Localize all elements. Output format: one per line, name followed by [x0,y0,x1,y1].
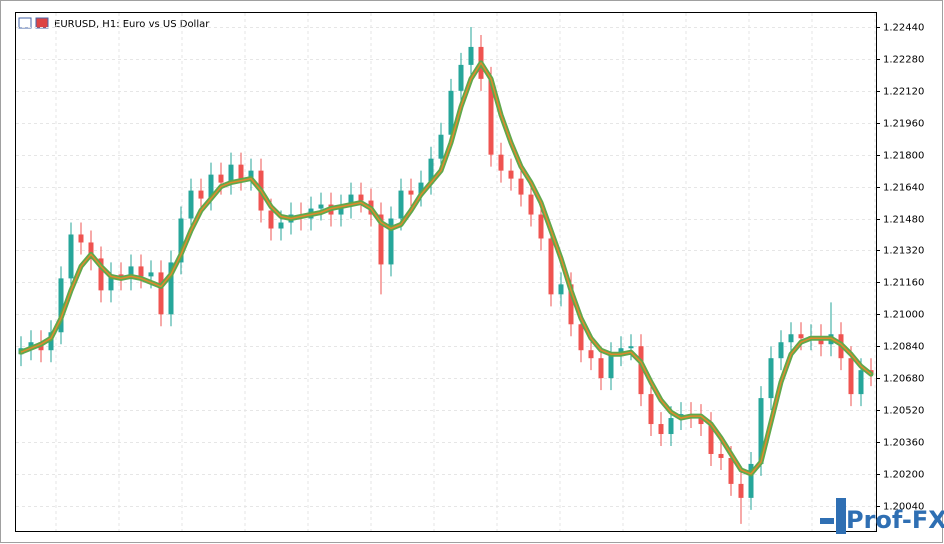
y-tick-label: 1.20040 [883,502,924,513]
candle-body [128,266,134,279]
candle-body [268,210,274,229]
candle-body [468,46,474,65]
candle-body [798,334,804,339]
candle-body [138,266,144,277]
watermark: Prof-FX [820,498,944,534]
candle-body [528,194,534,215]
candle-body [178,218,184,263]
y-tick-label: 1.21160 [883,278,924,289]
icon [18,17,32,29]
candle-body [648,394,654,425]
candle-body [658,424,664,435]
y-tick-label: 1.21800 [883,151,924,162]
candle-body [458,64,464,91]
candle-body [68,234,74,279]
candle-body [58,278,64,333]
y-tick-label: 1.20840 [883,342,924,353]
y-tick-label: 1.20680 [883,374,924,385]
candle-body [608,354,614,379]
candle-body [598,358,604,379]
candle-body [418,182,424,195]
candle-body [348,194,354,207]
candle-body [638,346,644,395]
candle-body [88,242,94,259]
candle-body [518,178,524,195]
candle-body [768,358,774,399]
candle-body [618,348,624,355]
candle-body [78,234,84,243]
candle-body [708,424,714,454]
candle-body [788,334,794,343]
candle-body [758,398,764,464]
y-tick-label: 1.20200 [883,470,924,481]
candle-body [198,190,204,199]
candle-body [388,218,394,265]
y-tick-label: 1.22440 [883,23,924,34]
y-tick-label: 1.20520 [883,406,924,417]
candle-body [228,164,234,183]
candle-body [168,262,174,315]
y-tick-label: 1.21480 [883,215,924,226]
y-tick-label: 1.21320 [883,246,924,257]
moving-average-core [20,62,872,475]
candle-body [738,483,744,498]
candle-body [568,284,574,325]
logo-bar [820,518,834,524]
y-tick-label: 1.22120 [883,87,924,98]
candle-body [48,332,54,351]
candle-body [378,214,384,265]
candle-body [508,170,514,179]
candle-body [628,346,634,349]
candle-body [778,342,784,359]
candle-body [238,164,244,179]
candle-body [498,154,504,171]
y-tick-label: 1.20360 [883,438,924,449]
candle-body [858,370,864,395]
candle-body [318,204,324,209]
candle-body [698,416,704,425]
candle-body [248,170,254,179]
candle-body [538,214,544,239]
candle-body [218,174,224,183]
candle-body [398,190,404,219]
candle-body [408,190,414,195]
candle-body [28,342,34,349]
candle-body [428,158,434,183]
candle-body [448,90,454,135]
icon [35,17,49,29]
candle-body [158,272,164,315]
candle-body [848,358,854,395]
plot-area [15,12,877,532]
candle-body [558,284,564,295]
candle-body [728,457,734,484]
candle-body [338,206,344,215]
candle-body [718,453,724,458]
y-tick-label: 1.21960 [883,119,924,130]
candle-body [148,272,154,277]
y-tick-label: 1.21000 [883,310,924,321]
candle-body [208,174,214,199]
candle-body [578,324,584,351]
candle-body [358,194,364,201]
logo-bar [836,498,846,534]
watermark-text: Prof-FX [846,506,944,534]
candle-body [548,238,554,295]
candle-body [278,222,284,229]
candle-body [748,463,754,498]
candle-body [488,78,494,155]
candle-body [438,134,444,159]
chart-title: EURUSD, H1: Euro vs US Dollar [54,19,210,30]
y-tick-label: 1.21640 [883,183,924,194]
candle-body [108,274,114,291]
candle-body [668,418,674,435]
candle-body [588,350,594,359]
candle-body [98,258,104,291]
y-tick-label: 1.22280 [883,55,924,66]
candle-body [188,190,194,219]
